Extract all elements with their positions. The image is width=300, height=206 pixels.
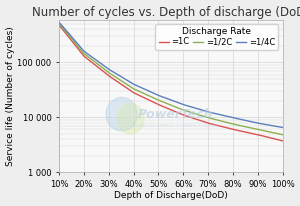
=1/4C [190,106,193,108]
Legend: =1C, =1/2C, =1/4C: =1C, =1/2C, =1/4C [155,24,278,50]
=1/4C [194,107,198,110]
=1/2C [281,133,284,136]
=1/2C [194,113,198,115]
Y-axis label: Service life (Number of cycles): Service life (Number of cycles) [6,26,15,166]
=1/2C [190,112,194,114]
=1C [281,140,284,142]
Ellipse shape [106,97,137,131]
=1/4C [57,21,61,23]
Title: Number of cycles vs. Depth of discharge (DoD): Number of cycles vs. Depth of discharge … [32,6,300,19]
X-axis label: Depth of Discharge(DoD): Depth of Discharge(DoD) [114,191,228,200]
=1/4C [281,126,284,129]
=1/2C [246,126,249,128]
=1/4C [58,22,61,24]
=1/4C [260,123,263,125]
=1C [58,25,61,27]
=1C [194,118,198,120]
Ellipse shape [117,103,144,134]
=1C [190,116,193,119]
=1/2C [190,111,193,114]
=1C [57,24,61,26]
Line: =1/2C: =1/2C [59,24,283,135]
=1/4C [246,120,249,122]
=1C [190,117,194,119]
Text: PowerTech: PowerTech [138,108,213,121]
=1C [260,135,263,137]
=1C [246,131,249,134]
=1/4C [190,106,194,108]
Text: ADVANCED ENERGY STORAGE SYSTEMS: ADVANCED ENERGY STORAGE SYSTEMS [132,124,219,128]
Line: =1C: =1C [59,25,283,141]
Line: =1/4C: =1/4C [59,22,283,128]
=1/2C [57,22,61,25]
=1/2C [260,129,263,131]
=1/2C [58,23,61,26]
